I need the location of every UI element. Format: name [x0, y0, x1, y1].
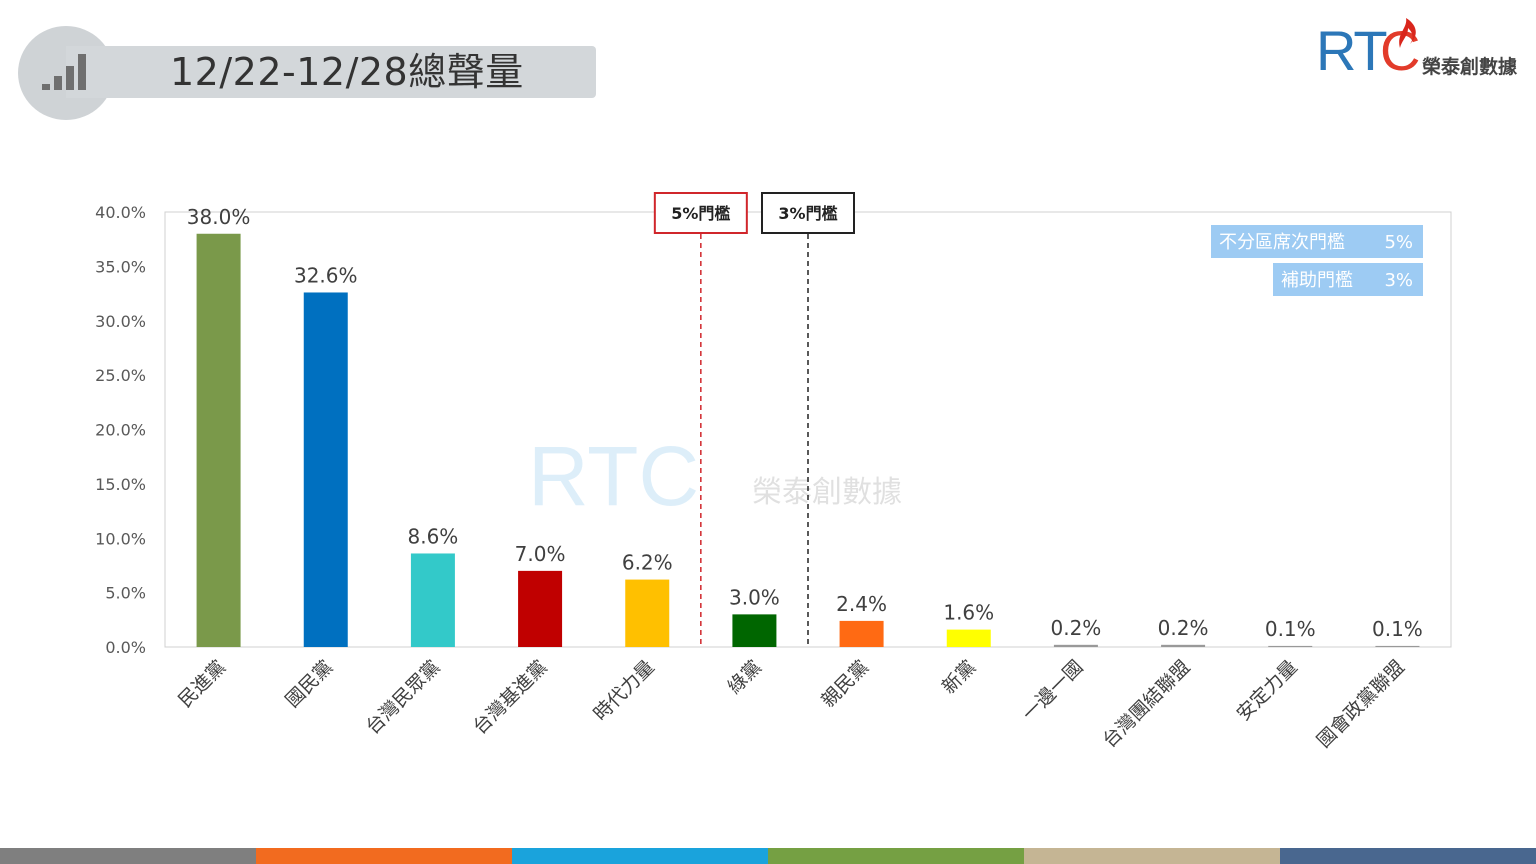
bar [839, 620, 884, 647]
footer-color-segment [1024, 848, 1280, 864]
bar [946, 629, 991, 647]
x-category-label: 民進黨 [174, 656, 230, 712]
x-category-label: 國會政黨聯盟 [1313, 656, 1409, 752]
x-category-label: 時代力量 [589, 656, 658, 725]
bar [1053, 644, 1098, 647]
header-bar [66, 46, 596, 98]
bar-signal-icon [42, 54, 86, 90]
x-category-label: 安定力量 [1232, 656, 1301, 725]
x-category-label: 親民黨 [817, 656, 873, 712]
x-category-label: 國民黨 [281, 656, 337, 712]
legend-box [1211, 225, 1423, 258]
page-title: 12/22-12/28總聲量 [170, 50, 524, 94]
y-tick-label: 25.0% [95, 366, 146, 385]
bar [1161, 644, 1206, 647]
bar [625, 579, 670, 647]
plot-area-frame [164, 211, 1452, 648]
y-tick-label: 0.0% [105, 638, 146, 657]
threshold-label: 5%門檻 [671, 204, 730, 223]
flame-icon [1399, 18, 1416, 48]
footer-color-segment [0, 848, 256, 864]
legend-box [1273, 263, 1423, 296]
y-tick-label: 15.0% [95, 475, 146, 494]
bar [1268, 645, 1313, 647]
footer-color-segment [1280, 848, 1536, 864]
bar [303, 292, 348, 647]
bar-value-label: 7.0% [515, 542, 566, 566]
bar-value-label: 6.2% [622, 551, 673, 575]
legend-box-value: 5% [1384, 232, 1413, 253]
bar-value-label: 0.1% [1372, 617, 1423, 641]
legend-box-label: 補助門檻 [1281, 270, 1353, 291]
y-tick-label: 35.0% [95, 257, 146, 276]
bar-value-label: 3.0% [729, 585, 780, 609]
bar-value-label: 8.6% [408, 524, 459, 548]
legend-box-label: 不分區席次門檻 [1219, 232, 1345, 253]
legend-box-value: 3% [1384, 270, 1413, 291]
y-tick-label: 10.0% [95, 529, 146, 548]
x-category-label: 新黨 [938, 656, 980, 698]
bar [1375, 645, 1420, 647]
y-tick-label: 20.0% [95, 421, 146, 440]
y-tick-label: 40.0% [95, 203, 146, 222]
y-tick-label: 5.0% [105, 584, 146, 603]
bar-value-label: 0.2% [1158, 616, 1209, 640]
bar-value-label: 38.0% [187, 205, 251, 229]
brand-logo: RT C 榮泰創數據 [1316, 14, 1531, 84]
threshold-label-box [761, 192, 855, 234]
x-category-label: 台灣民眾黨 [362, 656, 445, 739]
x-category-label: 一邊一國 [1018, 656, 1087, 725]
threshold-label: 3%門檻 [778, 204, 837, 223]
threshold-label-box [653, 192, 748, 234]
bar-value-label: 2.4% [836, 592, 887, 616]
footer-color-segment [256, 848, 512, 864]
logo-name: 榮泰創數據 [1422, 56, 1518, 78]
watermark-mark: RTC [528, 429, 699, 523]
x-category-label: 台灣基進黨 [469, 656, 552, 739]
y-tick-label: 30.0% [95, 312, 146, 331]
bar-value-label: 0.2% [1051, 616, 1102, 640]
logo-mark-rt: RT [1316, 19, 1388, 82]
footer-color-strip [0, 848, 1536, 864]
bar-value-label: 1.6% [943, 601, 994, 625]
bar-value-label: 0.1% [1265, 617, 1316, 641]
x-category-label: 台灣團結聯盟 [1098, 656, 1194, 752]
footer-color-segment [512, 848, 768, 864]
bar-value-label: 32.6% [294, 263, 358, 287]
bar [196, 233, 241, 647]
bar [518, 570, 563, 647]
bar [410, 553, 455, 647]
x-category-label: 綠黨 [724, 656, 766, 698]
bar [732, 614, 777, 647]
watermark-name: 榮泰創數據 [752, 475, 902, 510]
footer-color-segment [768, 848, 1024, 864]
